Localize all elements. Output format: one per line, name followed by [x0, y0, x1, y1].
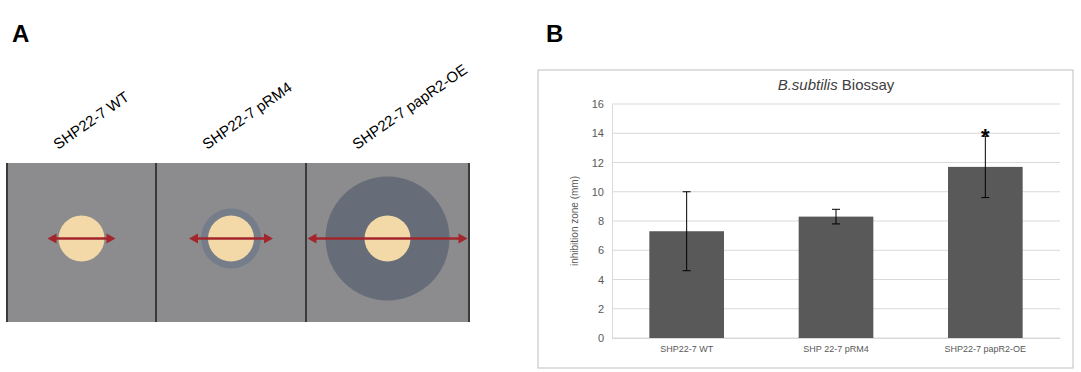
error-stem — [686, 192, 687, 271]
grid-line — [612, 133, 1060, 134]
arrow-head — [107, 234, 116, 244]
figure: A B SHP22-7 WT SHP22-7 pRM4 SHP22-7 papR2-OE… — [0, 0, 1081, 372]
grid — [612, 104, 1060, 338]
x-tick: SHP22-7 WT — [660, 338, 714, 354]
y-tick-label: 6 — [598, 244, 604, 256]
y-tick-label: 0 — [598, 332, 604, 344]
error-bar — [832, 209, 840, 224]
error-bars — [683, 136, 990, 271]
y-tick-label: 8 — [598, 215, 604, 227]
y-tick: 16 — [592, 98, 612, 110]
arrow-head — [308, 234, 317, 244]
y-axis: 0 2 4 6 8 10 12 14 16 — [592, 98, 613, 344]
bars — [649, 167, 1022, 338]
x-tick: SHP 22-7 pRM4 — [803, 338, 868, 354]
grid-line — [612, 162, 1060, 163]
y-tick: 4 — [598, 274, 612, 286]
error-cap — [981, 197, 989, 198]
arrow-line — [195, 237, 267, 240]
y-tick: 2 — [598, 303, 612, 315]
y-axis-line — [612, 105, 613, 339]
y-tick-label: 4 — [598, 274, 604, 286]
y-tick: 14 — [592, 127, 612, 139]
plate-label: SHP22-7 papR2-OE — [349, 61, 470, 153]
plate-label: SHP22-7 pRM4 — [199, 78, 295, 152]
x-axis-line — [613, 338, 1061, 339]
arrow-line — [54, 237, 110, 240]
error-cap — [683, 191, 691, 192]
plate — [8, 163, 155, 322]
x-axis: SHP22-7 WT SHP 22-7 pRM4 SHP22-7 papR2-OE — [613, 338, 1061, 354]
photo-panel: SHP22-7 WT SHP22-7 pRM4 SHP22-7 papR2-OE — [6, 61, 470, 322]
error-stem — [836, 209, 837, 224]
y-tick-label: 16 — [592, 98, 604, 110]
y-tick: 10 — [592, 186, 612, 198]
y-tick: 12 — [592, 157, 612, 169]
plate — [157, 163, 305, 322]
error-cap — [683, 270, 691, 271]
y-tick-label: 12 — [592, 157, 604, 169]
panel-letter: A — [12, 20, 29, 47]
x-tick-label: SHP 22-7 pRM4 — [803, 344, 868, 354]
arrow-head — [264, 234, 273, 244]
y-tick-label: 10 — [592, 186, 604, 198]
arrow-head — [48, 234, 57, 244]
bar — [799, 217, 874, 338]
plate — [307, 163, 468, 322]
panel-letter: B — [546, 20, 563, 47]
x-tick: SHP22-7 papR2-OE — [945, 338, 1027, 354]
annotation: * — [981, 124, 990, 149]
error-cap — [832, 209, 840, 210]
chart-frame — [538, 70, 1073, 368]
x-tick-label: SHP22-7 papR2-OE — [945, 344, 1027, 354]
y-tick: 0 — [598, 332, 612, 344]
y-axis-title: inhibition zone (mm) — [569, 176, 580, 266]
y-tick-label: 2 — [598, 303, 604, 315]
y-tick: 8 — [598, 215, 612, 227]
photo-background — [6, 163, 470, 322]
arrow-head — [189, 234, 198, 244]
error-bar — [683, 192, 691, 271]
error-cap — [832, 223, 840, 224]
plate-label: SHP22-7 WT — [50, 88, 132, 153]
arrow-line — [314, 237, 462, 240]
y-tick-label: 14 — [592, 127, 604, 139]
y-tick: 6 — [598, 244, 612, 256]
grid-line — [612, 104, 1060, 105]
x-tick-label: SHP22-7 WT — [660, 344, 714, 354]
chart-title: B.subtilis Biossay — [778, 76, 895, 93]
arrow-head — [459, 234, 468, 244]
